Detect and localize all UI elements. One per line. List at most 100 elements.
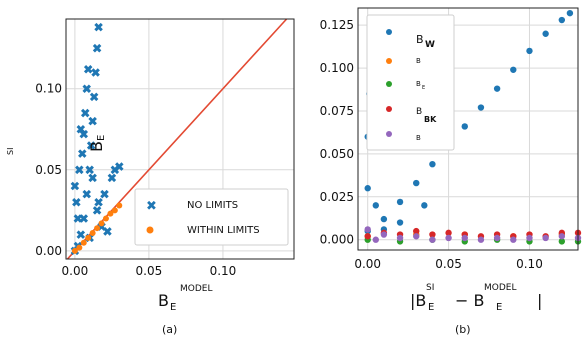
panel-a-point-stroke xyxy=(80,108,90,118)
panel-a-xlabel-main: B xyxy=(158,291,169,310)
panel-b-point-red xyxy=(429,231,436,238)
panel-a-point-stroke xyxy=(92,43,102,53)
panel-a-xtick-label: 0.10 xyxy=(210,264,237,278)
panel-a-xlabel-sub: E xyxy=(170,302,176,313)
panel-b-label: (b) xyxy=(455,323,471,336)
panel-b-point-purple xyxy=(542,234,549,242)
panel-a-point-stroke xyxy=(70,181,80,191)
legend-bw-sub: W xyxy=(425,40,435,50)
panel-a-xtick-label: 0.00 xyxy=(62,264,89,278)
panel-b-xtick-label: 0.05 xyxy=(435,257,462,271)
panel-b-ytick-label: 0.075 xyxy=(320,104,354,118)
panel-b-point-blue xyxy=(421,202,428,209)
legend-within-limits-label: WITHIN LIMITS xyxy=(187,225,260,236)
panel-a-point-stroke xyxy=(78,149,87,158)
panel-b-point-purple xyxy=(445,234,452,242)
panel-a-legend-box xyxy=(134,188,289,246)
legend-be-main: B xyxy=(416,80,421,88)
panel-b-point-red xyxy=(364,233,371,240)
panel-a-grid xyxy=(66,19,294,259)
panel-a-point-within-limits xyxy=(107,210,114,217)
panel-a-point-no-limits xyxy=(70,181,80,191)
panel-a-point-stroke xyxy=(72,197,81,207)
panel-b-point-blue xyxy=(380,215,388,223)
panel-b-xlabel-mid: − B xyxy=(455,291,484,310)
panel-b-point-purple xyxy=(461,234,468,242)
panel-a-point-no-limits xyxy=(76,125,86,134)
legend-bw-marker xyxy=(386,29,392,35)
legend-within-limits-marker xyxy=(146,226,154,234)
panel-b-point-blue xyxy=(566,9,574,17)
panel-a-point-stroke xyxy=(103,227,112,236)
panel-b-point-blue xyxy=(510,66,517,73)
panel-a-point-stroke xyxy=(89,92,99,102)
panel-b-point-blue xyxy=(429,160,436,168)
panel-b: 0.00 0.05 0.10 0.000 0.025 0.050 0.075 0.100 0.1… xyxy=(320,7,582,336)
panel-a-point-within-limits xyxy=(89,230,96,237)
panel-a-point-stroke xyxy=(110,165,120,175)
panel-b-point-purple xyxy=(558,233,566,240)
panel-b-ytick-label: 0.125 xyxy=(320,18,354,32)
panel-b-point-purple xyxy=(526,234,533,242)
panel-a-point-stroke xyxy=(82,189,91,199)
panel-a-point-no-limits xyxy=(82,84,91,93)
panel-b-point-blue xyxy=(477,104,485,111)
panel-a-point-no-limits xyxy=(110,165,120,175)
legend-bw-main: B xyxy=(416,33,424,46)
panel-a-point-stroke xyxy=(73,214,83,223)
panel-b-xlabel-end: | xyxy=(537,291,542,310)
panel-b-point-blue xyxy=(413,179,420,187)
panel-a-point-no-limits xyxy=(88,116,97,126)
panel-b-point-blue xyxy=(542,30,549,37)
panel-a-frame xyxy=(65,18,295,260)
panel-a-point-no-limits xyxy=(103,227,112,236)
panel-a-point-stroke xyxy=(83,65,93,74)
panel-a-ylabel-main: B xyxy=(87,141,106,152)
legend-b5-marker xyxy=(386,131,392,137)
panel-b-frame xyxy=(357,7,579,251)
panel-a-point-no-limits xyxy=(78,149,87,158)
panel-b-point-purple xyxy=(413,233,420,240)
panel-b-point-green xyxy=(558,238,566,245)
panel-a-point-no-limits xyxy=(86,141,96,150)
panel-a-point-within-limits xyxy=(76,244,83,251)
panel-b-point-blue xyxy=(461,123,468,130)
panel-a-point-stroke xyxy=(75,165,84,175)
panel-a-ytick-label: 0.10 xyxy=(35,82,62,96)
panel-a-legend: ✖ NO LIMITS WITHIN LIMITS xyxy=(134,188,289,246)
panel-b-point-blue xyxy=(364,185,371,192)
panel-b-point-blue xyxy=(396,219,404,226)
panel-a-point-within-limits xyxy=(94,225,101,232)
panel-b-xlabel-sub-a: E xyxy=(428,302,434,313)
panel-a-point-no-limits xyxy=(72,197,81,207)
panel-b-xlabel-sup-b: MODEL xyxy=(484,283,516,293)
panel-b-xtick-label: 0.00 xyxy=(354,257,381,271)
legend-bbk-sub: BK xyxy=(424,115,437,124)
panel-a-point-stroke xyxy=(88,116,97,126)
panel-b-xlabel-sup-a: SI xyxy=(426,283,434,293)
panel-a-point-stroke xyxy=(85,165,94,175)
panel-b-point-blue xyxy=(372,202,379,209)
panel-a-point-no-limits xyxy=(76,230,86,239)
panel-b-point-purple xyxy=(429,236,436,243)
panel-a-point-no-limits xyxy=(100,189,109,199)
panel-b-ticks: 0.00 0.05 0.10 0.000 0.025 0.050 0.075 0.100 0.1… xyxy=(320,18,543,271)
panel-a-series xyxy=(66,18,288,260)
panel-b-ytick-label: 0.100 xyxy=(320,61,354,75)
legend-no-limits-label: NO LIMITS xyxy=(187,200,238,211)
panel-b-point-purple xyxy=(364,226,371,233)
panel-b-point-purple xyxy=(396,234,404,242)
panel-b-legend: B W B B E B BK B xyxy=(366,14,455,151)
panel-a-ytick-label: 0.05 xyxy=(35,163,62,177)
panel-a-point-no-limits xyxy=(83,65,93,74)
panel-a-point-within-limits xyxy=(111,207,118,214)
legend-bbk-main: B xyxy=(416,107,422,117)
panel-b-point-purple xyxy=(372,236,379,243)
panel-a-point-within-limits xyxy=(98,220,105,227)
panel-a-point-no-limits xyxy=(94,22,103,32)
legend-be-sub: E xyxy=(422,85,425,91)
panel-b-point-purple xyxy=(493,234,501,242)
panel-b-legend-box xyxy=(366,14,455,151)
panel-a-xlabel-sup: MODEL xyxy=(180,284,212,294)
